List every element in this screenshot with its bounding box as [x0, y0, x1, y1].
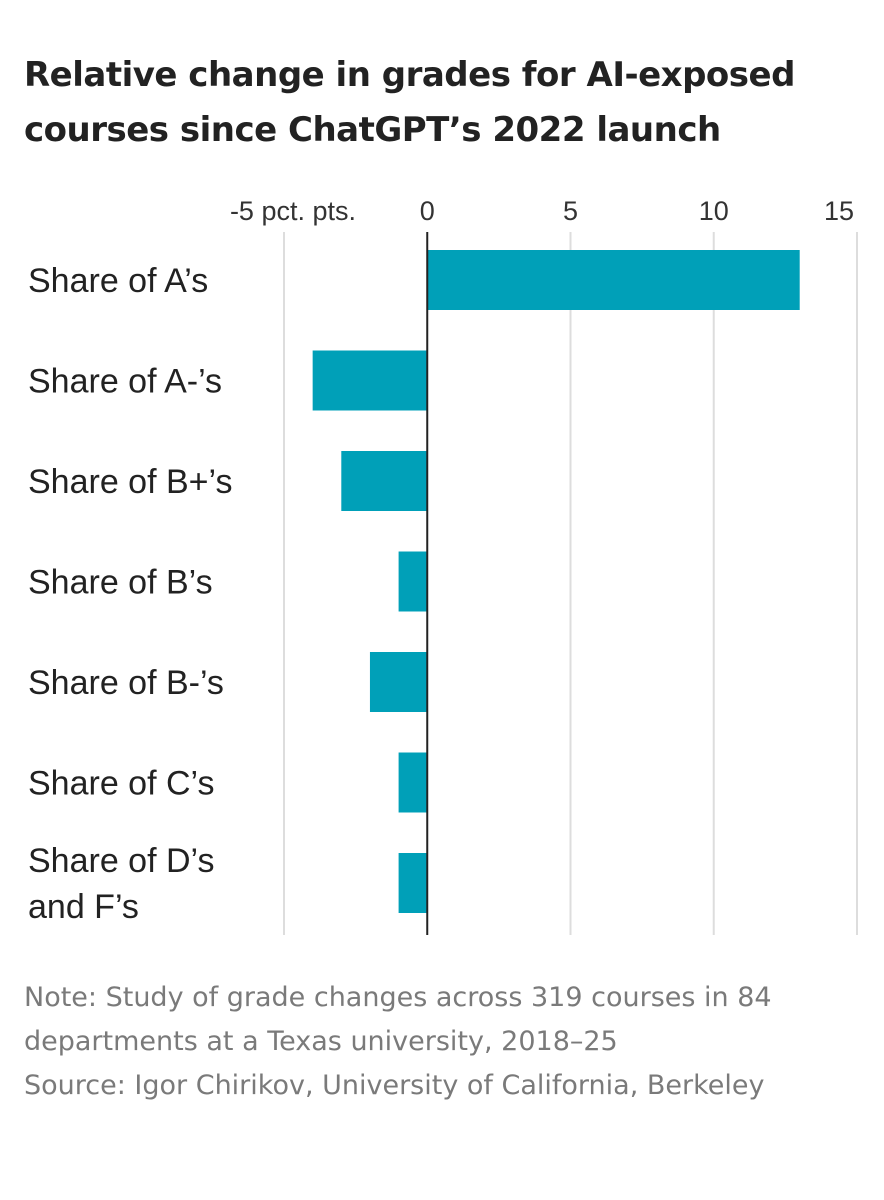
category-label: Share of B’s — [28, 564, 213, 602]
x-tick-label: 10 — [699, 196, 729, 226]
category-labels: Share of A’s Share of A-’s Share of B+’s Sh… — [28, 262, 232, 926]
bar — [341, 451, 428, 511]
bar — [398, 551, 428, 612]
category-label: Share of A’s — [28, 262, 208, 300]
category-label: Share of C’s — [28, 765, 214, 803]
chart-note: Note: Study of grade changes across 319 … — [24, 982, 772, 1057]
x-tick-label: -5 pct. pts. — [230, 196, 356, 226]
category-label: Share of B-’s — [28, 664, 224, 702]
x-tick-label: 5 — [563, 196, 578, 226]
bar — [398, 752, 428, 813]
chart-footer: Note: Study of grade changes across 319 … — [24, 976, 864, 1108]
category-label: Share of D’s — [28, 842, 214, 880]
bar — [312, 350, 428, 411]
chart-source: Source: Igor Chirikov, University of Cal… — [24, 1070, 765, 1101]
x-tick-label: 15 — [824, 196, 854, 226]
category-label: Share of B+’s — [28, 463, 232, 501]
bar — [427, 250, 800, 310]
bars — [312, 250, 800, 913]
bar — [369, 652, 428, 712]
chart-title: Relative change in grades for AI-exposed… — [24, 55, 795, 150]
grid-lines — [283, 232, 858, 935]
x-tick-label: 0 — [420, 196, 435, 226]
bar — [398, 853, 428, 913]
category-label: Share of A-’s — [28, 363, 222, 401]
category-label: and F’s — [28, 888, 139, 926]
x-axis-ticks: -5 pct. pts. 0 5 10 15 — [230, 196, 854, 226]
